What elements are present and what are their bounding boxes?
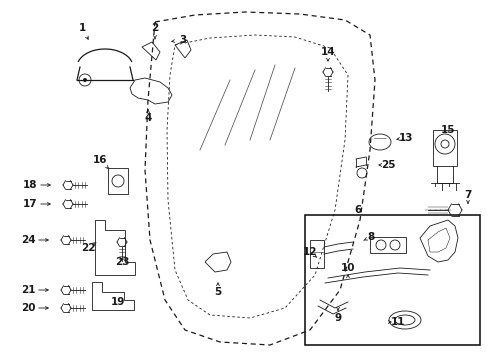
Text: 20: 20 <box>20 303 35 313</box>
Text: 21: 21 <box>20 285 35 295</box>
Text: 24: 24 <box>20 235 35 245</box>
Text: 2: 2 <box>151 23 158 33</box>
Text: 9: 9 <box>334 313 341 323</box>
Text: 13: 13 <box>398 133 412 143</box>
Circle shape <box>83 78 87 82</box>
Polygon shape <box>130 78 172 104</box>
Text: 1: 1 <box>78 23 85 33</box>
Bar <box>432 130 456 166</box>
Polygon shape <box>95 220 135 275</box>
Text: 11: 11 <box>390 317 405 327</box>
Text: 8: 8 <box>366 232 374 242</box>
Text: 7: 7 <box>464 190 471 200</box>
Text: 3: 3 <box>179 35 186 45</box>
Bar <box>305 215 479 345</box>
Polygon shape <box>175 40 191 58</box>
Polygon shape <box>92 282 134 310</box>
Text: 18: 18 <box>23 180 37 190</box>
Text: 15: 15 <box>440 125 454 135</box>
Text: 22: 22 <box>81 243 95 253</box>
Text: 5: 5 <box>214 287 221 297</box>
Polygon shape <box>142 42 160 60</box>
Bar <box>309 240 324 268</box>
Text: 23: 23 <box>115 257 129 267</box>
Polygon shape <box>204 252 230 272</box>
Polygon shape <box>419 220 457 262</box>
Text: 17: 17 <box>22 199 37 209</box>
Text: 12: 12 <box>302 247 317 257</box>
Text: 25: 25 <box>380 160 394 170</box>
Text: 4: 4 <box>144 113 151 123</box>
Text: 19: 19 <box>111 297 125 307</box>
Text: 14: 14 <box>320 47 335 57</box>
Text: 6: 6 <box>354 205 361 215</box>
Text: 10: 10 <box>340 263 354 273</box>
Bar <box>108 168 128 194</box>
Bar <box>369 237 405 253</box>
Text: 16: 16 <box>93 155 107 165</box>
